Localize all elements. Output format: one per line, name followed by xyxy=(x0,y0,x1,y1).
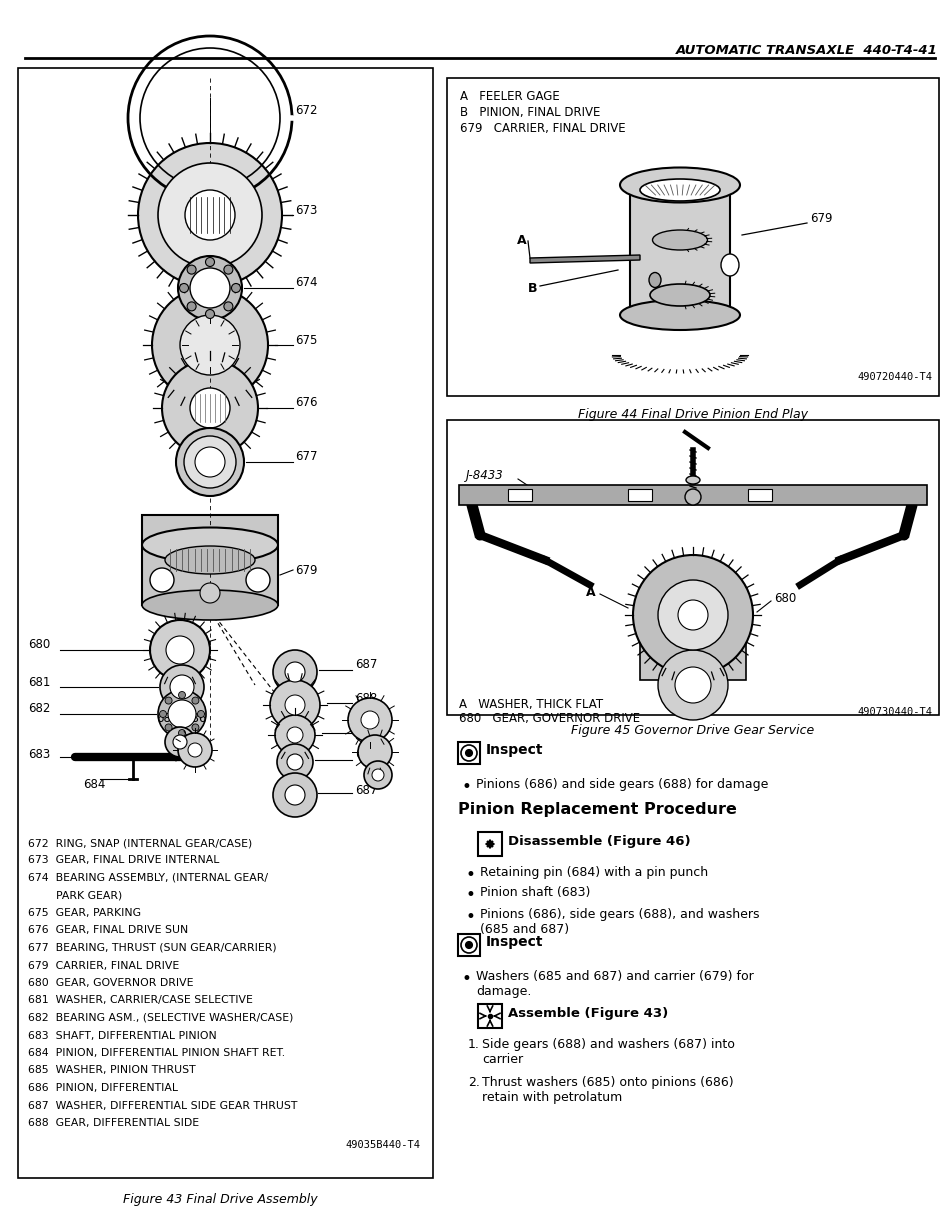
Bar xyxy=(458,742,480,764)
Circle shape xyxy=(277,744,313,780)
Text: 679  CARRIER, FINAL DRIVE: 679 CARRIER, FINAL DRIVE xyxy=(28,961,180,971)
Circle shape xyxy=(173,735,187,748)
Text: Thrust washers (685) onto pinions (686)
retain with petrolatum: Thrust washers (685) onto pinions (686) … xyxy=(482,1077,733,1104)
Text: 685: 685 xyxy=(156,713,179,725)
Text: 687  WASHER, DIFFERENTIAL SIDE GEAR THRUST: 687 WASHER, DIFFERENTIAL SIDE GEAR THRUS… xyxy=(28,1100,297,1111)
Text: B: B xyxy=(528,281,538,295)
Text: Pinions (686) and side gears (688) for damage: Pinions (686) and side gears (688) for d… xyxy=(476,778,769,791)
Circle shape xyxy=(150,619,210,680)
Circle shape xyxy=(285,696,305,715)
Circle shape xyxy=(675,667,711,703)
Circle shape xyxy=(205,258,215,267)
Text: Figure 43 Final Drive Assembly: Figure 43 Final Drive Assembly xyxy=(123,1193,317,1206)
Text: 677: 677 xyxy=(295,451,317,463)
Text: 686  PINION, DIFFERENTIAL: 686 PINION, DIFFERENTIAL xyxy=(28,1083,178,1093)
Text: B   PINION, FINAL DRIVE: B PINION, FINAL DRIVE xyxy=(460,106,600,119)
Text: 672: 672 xyxy=(295,103,317,117)
Ellipse shape xyxy=(640,179,720,202)
Text: 675: 675 xyxy=(295,333,317,347)
Text: 672  RING, SNAP (INTERNAL GEAR/CASE): 672 RING, SNAP (INTERNAL GEAR/CASE) xyxy=(28,838,253,848)
Text: 681  WASHER, CARRIER/CASE SELECTIVE: 681 WASHER, CARRIER/CASE SELECTIVE xyxy=(28,995,253,1005)
Text: PARK GEAR): PARK GEAR) xyxy=(28,891,123,901)
Text: 679   CARRIER, FINAL DRIVE: 679 CARRIER, FINAL DRIVE xyxy=(460,122,626,135)
Text: Pinion Replacement Procedure: Pinion Replacement Procedure xyxy=(458,803,737,817)
Text: 2.: 2. xyxy=(468,1077,480,1089)
Text: 682: 682 xyxy=(28,703,50,715)
Circle shape xyxy=(179,692,185,698)
Circle shape xyxy=(160,665,204,709)
Circle shape xyxy=(285,785,305,805)
Text: 675  GEAR, PARKING: 675 GEAR, PARKING xyxy=(28,908,141,918)
Text: A   FEELER GAGE: A FEELER GAGE xyxy=(460,90,560,103)
Circle shape xyxy=(633,556,753,675)
Text: 677  BEARING, THRUST (SUN GEAR/CARRIER): 677 BEARING, THRUST (SUN GEAR/CARRIER) xyxy=(28,943,276,952)
Text: 685  WASHER, PINION THRUST: 685 WASHER, PINION THRUST xyxy=(28,1066,196,1075)
Text: Inspect: Inspect xyxy=(486,744,543,757)
Text: Pinion shaft (683): Pinion shaft (683) xyxy=(480,886,590,898)
Ellipse shape xyxy=(653,230,708,249)
Ellipse shape xyxy=(686,476,700,484)
Text: 687: 687 xyxy=(355,784,377,796)
Ellipse shape xyxy=(620,300,740,331)
Ellipse shape xyxy=(649,273,661,288)
Circle shape xyxy=(685,489,701,505)
Text: AUTOMATIC TRANSAXLE  440-T4-41: AUTOMATIC TRANSAXLE 440-T4-41 xyxy=(676,44,938,57)
Text: Pinions (686), side gears (688), and washers
(685 and 687): Pinions (686), side gears (688), and was… xyxy=(480,908,759,936)
Text: Side gears (688) and washers (687) into
carrier: Side gears (688) and washers (687) into … xyxy=(482,1039,735,1066)
Circle shape xyxy=(184,436,236,488)
Circle shape xyxy=(162,360,258,456)
Circle shape xyxy=(166,635,194,664)
Circle shape xyxy=(190,388,230,428)
Circle shape xyxy=(178,732,212,767)
Text: 686: 686 xyxy=(355,721,377,735)
Bar xyxy=(458,934,480,956)
Circle shape xyxy=(205,310,215,318)
Text: 49035B440-T4: 49035B440-T4 xyxy=(345,1139,420,1149)
Circle shape xyxy=(466,750,472,757)
Circle shape xyxy=(246,568,270,592)
Text: 684: 684 xyxy=(83,778,105,791)
Circle shape xyxy=(152,288,268,403)
Circle shape xyxy=(192,724,199,731)
Ellipse shape xyxy=(721,254,739,277)
Text: 680   GEAR, GOVERNOR DRIVE: 680 GEAR, GOVERNOR DRIVE xyxy=(459,712,640,725)
Circle shape xyxy=(190,268,230,308)
Text: J-8433: J-8433 xyxy=(466,469,504,483)
Circle shape xyxy=(358,735,392,769)
Bar xyxy=(478,1004,502,1027)
Text: 490720440-T4: 490720440-T4 xyxy=(857,372,932,382)
Text: A: A xyxy=(586,585,596,599)
Circle shape xyxy=(224,265,233,274)
Circle shape xyxy=(179,730,185,736)
Bar xyxy=(640,626,746,680)
Circle shape xyxy=(361,712,379,729)
Circle shape xyxy=(273,773,317,817)
Text: •: • xyxy=(466,908,475,925)
Text: 673  GEAR, FINAL DRIVE INTERNAL: 673 GEAR, FINAL DRIVE INTERNAL xyxy=(28,855,219,865)
Circle shape xyxy=(195,447,225,477)
Text: •: • xyxy=(461,970,471,988)
Text: 673: 673 xyxy=(295,204,317,216)
Circle shape xyxy=(372,769,384,780)
Bar xyxy=(508,489,532,501)
Text: 680  GEAR, GOVERNOR DRIVE: 680 GEAR, GOVERNOR DRIVE xyxy=(28,978,194,988)
Circle shape xyxy=(285,662,305,682)
Circle shape xyxy=(187,302,196,311)
Circle shape xyxy=(232,284,240,293)
Text: Disassemble (Figure 46): Disassemble (Figure 46) xyxy=(508,836,691,848)
Circle shape xyxy=(275,715,315,755)
Text: Washers (685 and 687) and carrier (679) for
damage.: Washers (685 and 687) and carrier (679) … xyxy=(476,970,753,998)
Circle shape xyxy=(176,428,244,497)
Circle shape xyxy=(348,698,392,742)
Polygon shape xyxy=(530,254,640,263)
Text: A: A xyxy=(517,234,527,247)
Bar xyxy=(748,489,772,501)
Circle shape xyxy=(165,728,195,757)
Circle shape xyxy=(187,265,196,274)
Text: 676  GEAR, FINAL DRIVE SUN: 676 GEAR, FINAL DRIVE SUN xyxy=(28,925,188,935)
Text: 680: 680 xyxy=(28,639,50,651)
Text: 687: 687 xyxy=(355,659,377,671)
Text: 676: 676 xyxy=(295,397,317,409)
Circle shape xyxy=(188,744,202,757)
Text: 681: 681 xyxy=(28,676,50,688)
